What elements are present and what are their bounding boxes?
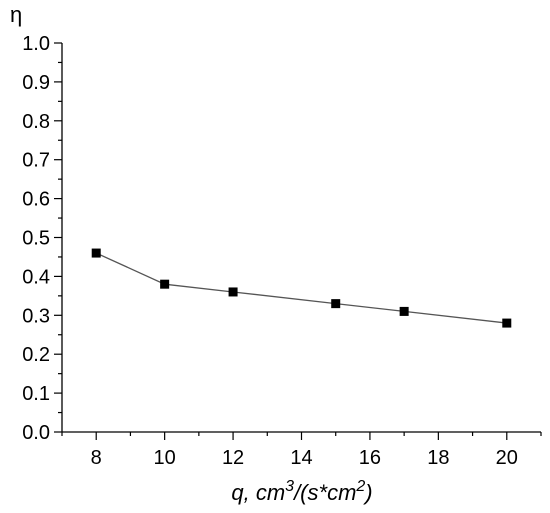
y-tick-label: 0.5	[22, 228, 50, 250]
y-tick-label: 0.0	[22, 422, 50, 444]
y-tick-label: 1.0	[22, 33, 50, 55]
series-line-group	[95, 252, 507, 324]
y-axis-label: η	[10, 2, 22, 27]
y-tick-label: 0.6	[22, 189, 50, 211]
y-tick-label: 0.2	[22, 344, 50, 366]
y-tick-label: 0.9	[22, 72, 50, 94]
x-tick-label: 10	[154, 447, 176, 469]
axes	[61, 43, 541, 433]
x-tick-label: 8	[91, 447, 102, 469]
x-axis-label-mid: /(s*cm	[292, 480, 356, 505]
data-point	[160, 279, 170, 289]
x-tick-label: 20	[496, 447, 518, 469]
y-tick-label: 0.7	[22, 150, 50, 172]
x-tick-label: 18	[427, 447, 449, 469]
y-tick-label: 0.4	[22, 266, 50, 288]
x-tick-label: 16	[359, 447, 381, 469]
y-tick-label: 0.3	[22, 305, 50, 327]
data-point	[331, 299, 341, 309]
y-tick-label: 0.1	[22, 383, 50, 405]
data-point	[228, 287, 238, 297]
data-points	[91, 248, 512, 328]
x-axis-label-sup2: 2	[355, 478, 365, 495]
y-tick-label: 0.8	[22, 111, 50, 133]
x-axis-label: q, cm3/(s*cm2)	[231, 478, 372, 505]
x-axis-label-sup1: 3	[285, 478, 294, 495]
x-tick-label: 14	[290, 447, 312, 469]
x-axis-label-end: )	[362, 480, 372, 505]
data-point	[91, 248, 101, 258]
data-point	[502, 318, 512, 328]
ticks: 8 10 12 14 16 18 20 0.0 0.1 0.2 0.3 0.4 0.5 0.6 0.7 0.8…	[22, 33, 542, 469]
data-point	[399, 306, 409, 316]
x-tick-label: 12	[222, 447, 244, 469]
x-axis-label-main: q, cm	[231, 480, 285, 505]
series-line	[95, 252, 507, 324]
